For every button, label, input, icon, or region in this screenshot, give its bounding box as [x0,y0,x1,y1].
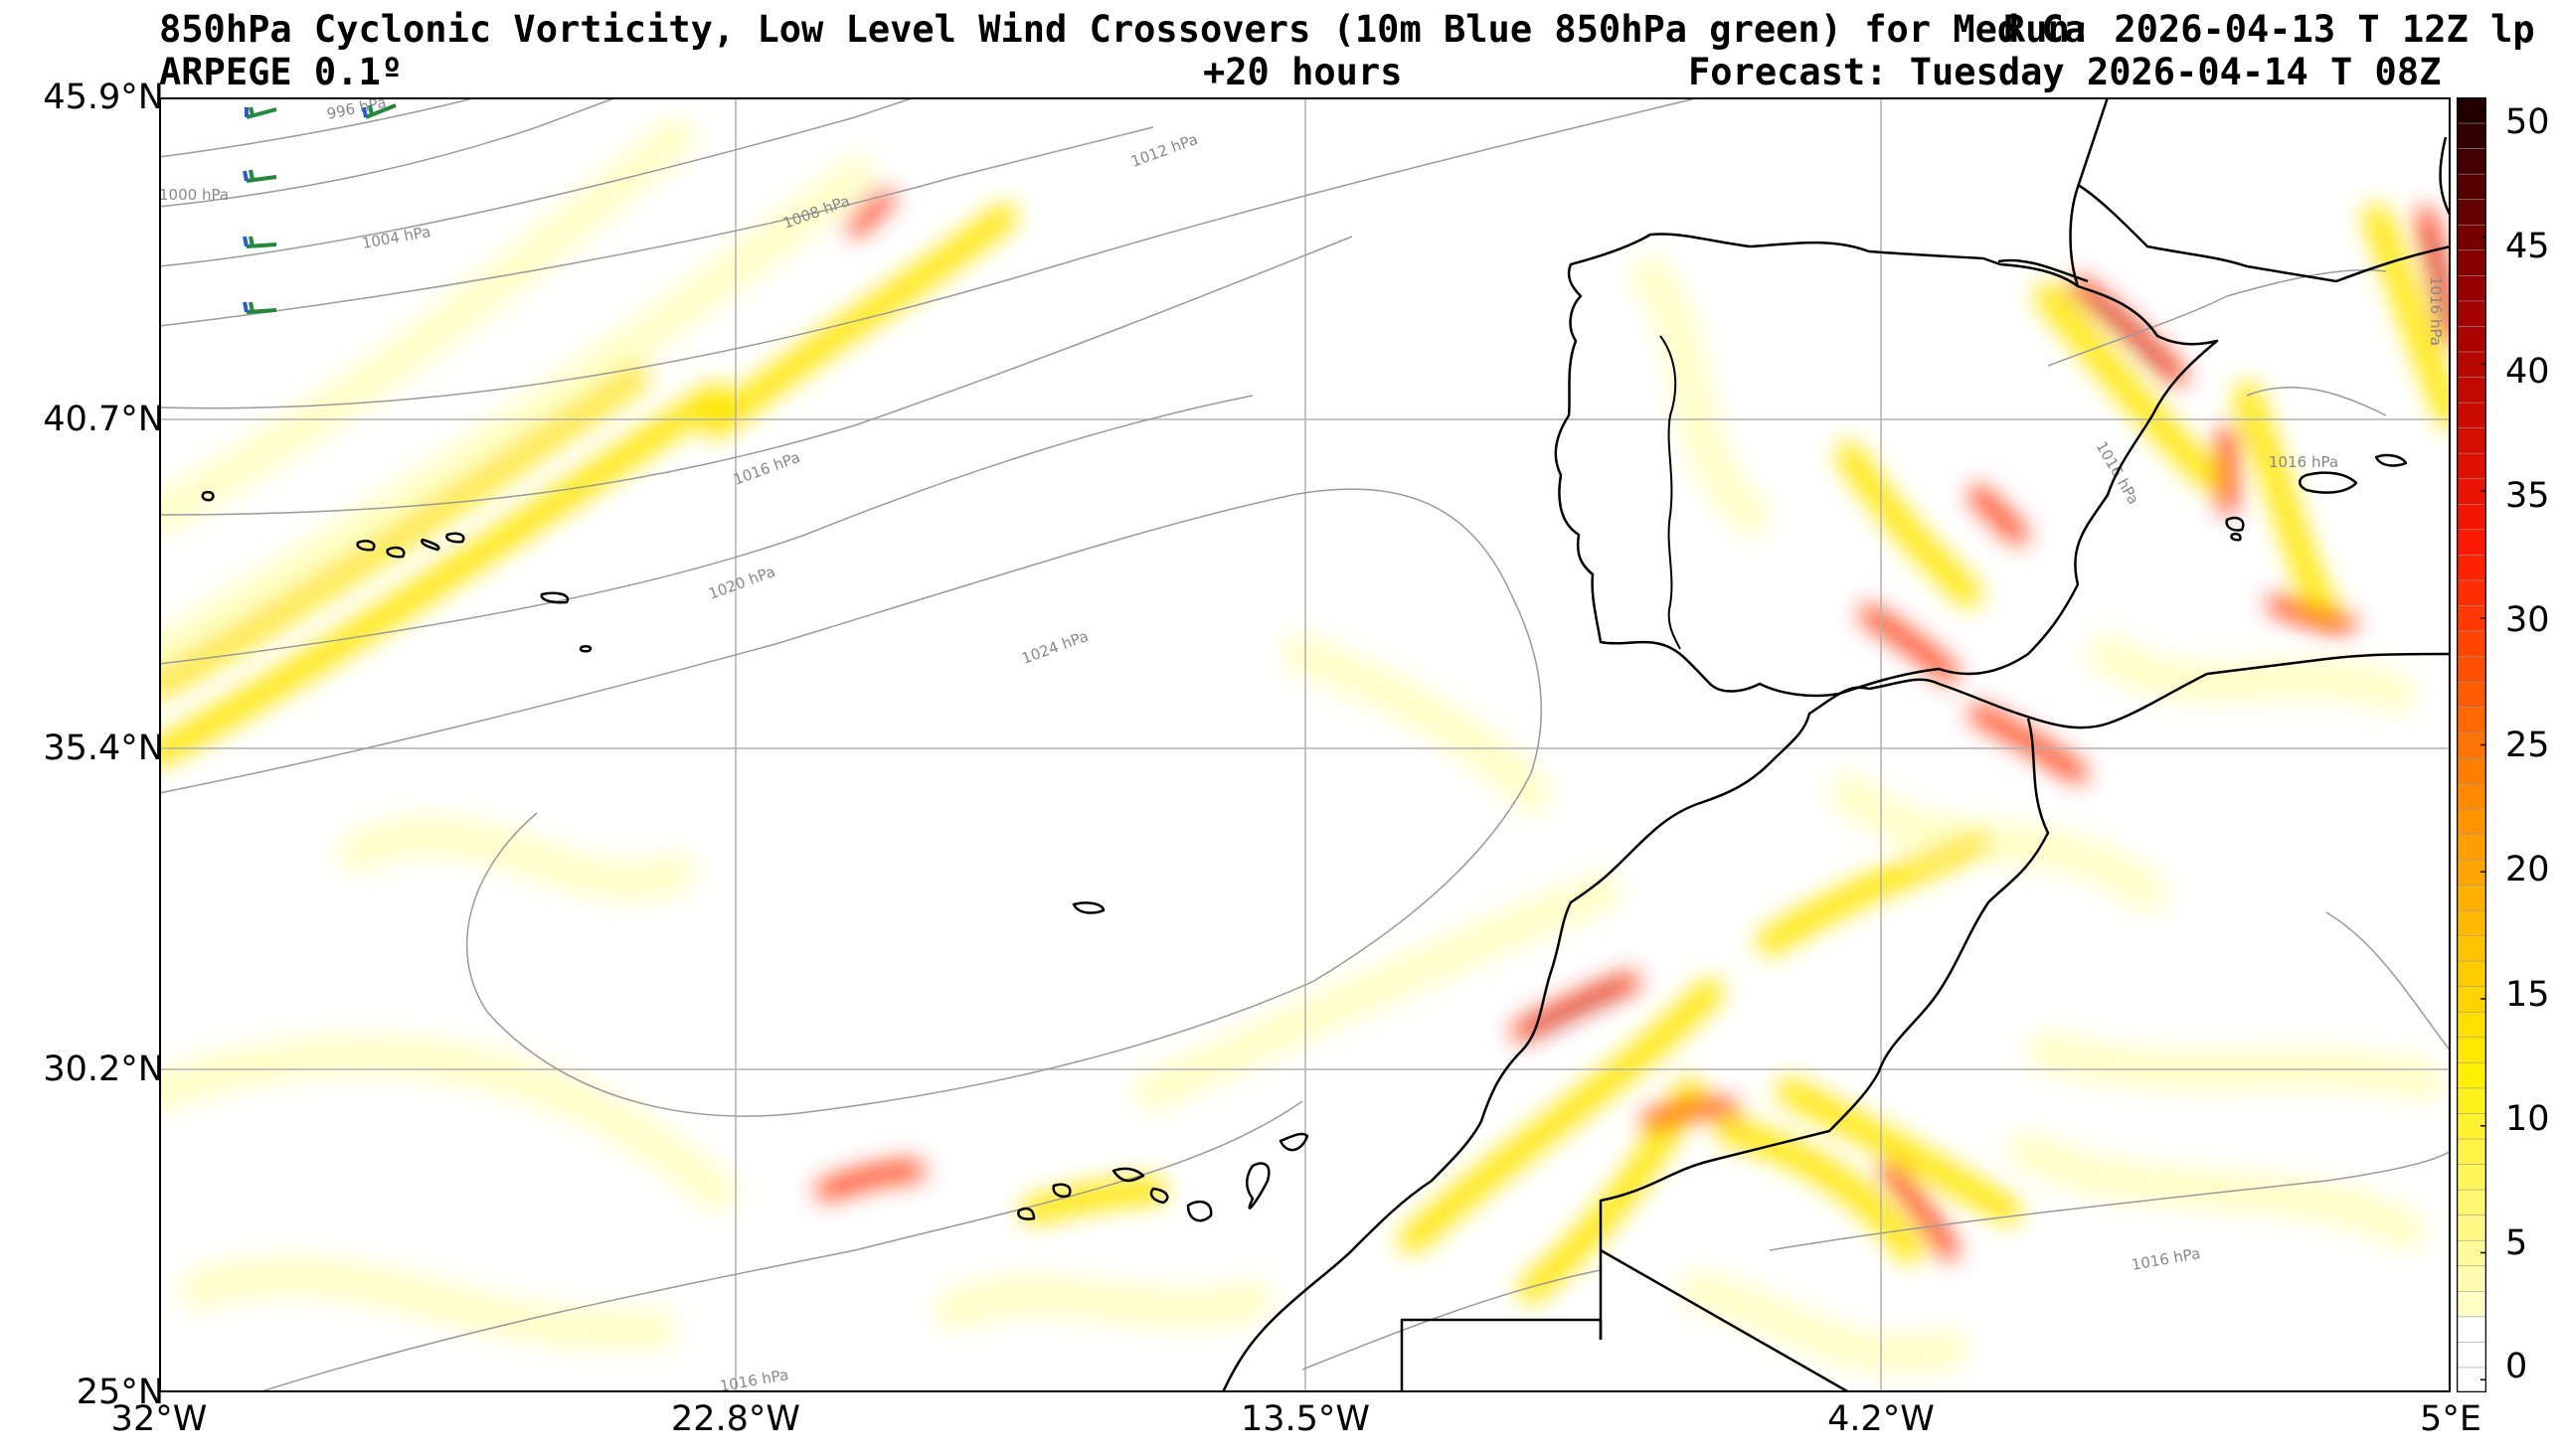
colorbar-tick-label: 45 [2505,227,2550,266]
lat-label: 25°N [76,1373,164,1412]
iberia-coast [1554,233,2219,698]
isobars [159,97,2451,1392]
colorbar-tick-label: 40 [2505,352,2550,392]
colorbar-step [2457,1189,2486,1215]
colorbar-step [2457,274,2486,302]
colorbar-tick-label: 30 [2505,600,2550,640]
colorbar-step [2457,1138,2486,1165]
colorbar-tick-label: 50 [2505,102,2550,142]
colorbar-step [2457,960,2486,988]
lat-label: 30.2°N [43,1050,164,1089]
lon-label: 22.8°W [670,1399,801,1439]
lat-label: 35.4°N [43,728,164,768]
colorbar-step [2457,579,2486,606]
colorbar-step [2457,782,2486,810]
colorbar-step [2457,833,2486,861]
colorbar-step [2457,1011,2486,1039]
colorbar-step [2457,1037,2486,1063]
forecast-time: Forecast: Tuesday 2026-04-14 T 08Z [1688,51,2442,93]
lon-label: 13.5°W [1240,1399,1371,1439]
wind-barb [243,169,277,183]
model-name: ARPEGE 0.1º [159,51,404,93]
colorbar-step [2457,426,2486,454]
colorbar-tick-label: 35 [2505,476,2550,516]
wind-crossovers [243,103,397,314]
colorbar-step [2457,554,2486,581]
lead-time: +20 hours [1203,51,1403,93]
colorbar-step [2457,1264,2486,1292]
colorbar-step [2457,630,2486,657]
colorbar-step [2457,884,2486,911]
isobar-label: 1000 hPa [159,186,229,204]
colorbar-step [2457,655,2486,683]
colorbar-tick-label: 15 [2505,975,2550,1015]
coastlines [201,97,2451,1392]
lon-label: 32°W [110,1399,208,1439]
colorbar-step [2457,1290,2486,1318]
colorbar-step [2457,122,2486,149]
graticule [159,97,2451,1392]
colorbar-step [2457,147,2486,175]
colorbar-step [2457,1341,2486,1369]
colorbar-step [2457,681,2486,708]
run-time-label: Run: 2026-04-13 T 12Z lp [2003,8,2535,51]
colorbar-step [2457,402,2486,428]
colorbar-tick-label: 10 [2505,1099,2550,1139]
colorbar-tick-label: 25 [2505,726,2550,765]
colorbar-step [2457,756,2486,784]
colorbar-step [2457,1213,2486,1241]
colorbar-step [2457,1163,2486,1191]
lon-label: 5°E [2420,1399,2481,1439]
colorbar-step [2457,173,2486,200]
colorbar-step [2457,808,2486,835]
colorbar-step [2457,503,2486,531]
wind-barb [243,236,277,248]
colorbar-step [2457,248,2486,276]
colorbar-step [2457,909,2486,936]
isobar-label: 1016 hPa [2427,276,2445,346]
lat-label: 40.7°N [43,400,164,439]
colorbar-step [2457,1316,2486,1343]
colorbar-step [2457,706,2486,733]
colorbar-step [2457,452,2486,480]
wind-barb [245,106,277,119]
wind-barb [243,301,277,314]
colorbar-tick-label: 20 [2505,850,2550,890]
colorbar-step [2457,376,2486,404]
colorbar-step [2457,1061,2486,1089]
wind-barb [362,103,397,119]
forecast-map: 996 hPa 1000 hPa 1004 hPa 1008 hPa 1012 … [159,97,2451,1392]
colorbar-frame [2457,97,2486,1392]
lon-label: 4.2°W [1827,1399,1935,1439]
lat-label: 45.9°N [43,78,164,117]
colorbar-step [2457,300,2486,327]
colorbar-tick-label: 5 [2505,1223,2528,1263]
colorbar-step [2457,529,2486,556]
colorbar-step [2457,198,2486,226]
colorbar-step [2457,1087,2486,1114]
colorbar-tick-label: 0 [2505,1347,2528,1386]
isobar-label: 1016 hPa [2269,453,2338,471]
colorbar [2457,97,2486,1392]
colorbar-step [2457,325,2486,353]
africa-coast [1221,652,2451,1392]
colorbar-step [2457,934,2486,962]
chart-title: 850hPa Cyclonic Vorticity, Low Level Win… [159,8,2087,51]
